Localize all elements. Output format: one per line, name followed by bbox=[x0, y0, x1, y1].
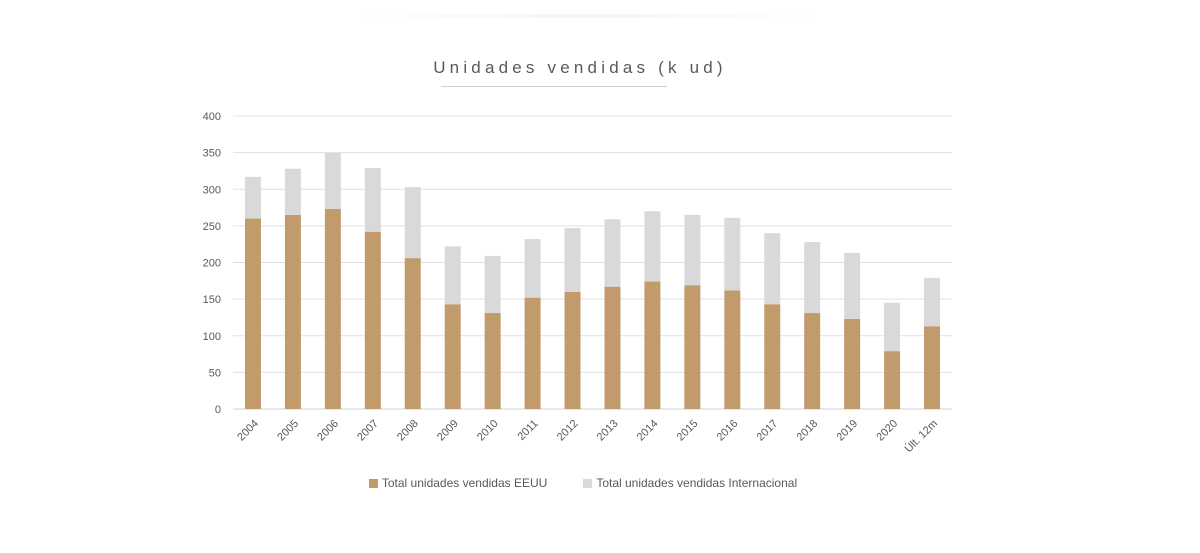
x-tick-label: 2019 bbox=[834, 418, 860, 444]
bar-internacional-2004 bbox=[244, 176, 261, 219]
legend-item-internacional[interactable]: Total unidades vendidas Internacional bbox=[583, 476, 797, 490]
y-tick-label: 250 bbox=[203, 221, 221, 233]
bar-eeuu-2011 bbox=[524, 297, 541, 409]
bar-eeuu-2016 bbox=[724, 290, 741, 409]
x-tick-label: 2018 bbox=[795, 418, 821, 444]
legend-label-internacional: Total unidades vendidas Internacional bbox=[596, 476, 798, 490]
bar-internacional-2012 bbox=[564, 228, 581, 292]
legend: Total unidades vendidas EEUU Total unida… bbox=[0, 476, 1166, 490]
bar-internacional-2019 bbox=[844, 252, 861, 319]
bars bbox=[244, 152, 941, 409]
bar-internacional-2006 bbox=[324, 152, 341, 210]
legend-item-eeuu[interactable]: Total unidades vendidas EEUU bbox=[368, 476, 548, 490]
bar-eeuu-2020 bbox=[884, 351, 901, 409]
legend-swatch-internacional bbox=[583, 478, 593, 488]
x-tick-label: 2007 bbox=[355, 418, 381, 444]
x-tick-label: 2008 bbox=[395, 418, 421, 444]
y-tick-label: 50 bbox=[209, 367, 221, 379]
chart-title: Unidades vendidas (k ud) bbox=[433, 58, 727, 77]
x-tick-label: 2006 bbox=[315, 418, 341, 444]
x-tick-label: 2005 bbox=[275, 418, 301, 444]
x-tick-label: 2012 bbox=[555, 418, 581, 444]
x-tick-label: 2015 bbox=[675, 418, 701, 444]
bar-eeuu-2004 bbox=[244, 218, 261, 409]
legend-label-eeuu: Total unidades vendidas EEUU bbox=[381, 476, 548, 490]
gridlines bbox=[233, 115, 952, 410]
y-tick-label: 200 bbox=[203, 258, 221, 270]
bar-internacional-2011 bbox=[524, 239, 541, 298]
x-axis-ticks: 2004 2005 2006 2007 2008 2009 2010 2011 2012 2013… bbox=[235, 417, 940, 455]
y-tick-label: 100 bbox=[203, 331, 221, 343]
bar-eeuu-2008 bbox=[404, 258, 421, 409]
bar-eeuu-2009 bbox=[444, 304, 461, 409]
y-axis-ticks: 0 50 100 150 200 250 300 350 400 bbox=[203, 111, 221, 416]
bar-internacional-2020 bbox=[884, 302, 901, 352]
top-decoration bbox=[360, 14, 820, 18]
bar-eeuu-lt12m bbox=[924, 326, 941, 409]
bar-eeuu-2017 bbox=[764, 304, 781, 409]
bar-eeuu-2015 bbox=[684, 285, 701, 409]
bar-eeuu-2005 bbox=[284, 214, 301, 409]
bar-eeuu-2013 bbox=[604, 286, 621, 409]
y-tick-label: 350 bbox=[203, 148, 221, 160]
x-tick-label: 2013 bbox=[595, 418, 621, 444]
x-tick-label: 2017 bbox=[755, 418, 781, 444]
legend-swatch-eeuu bbox=[368, 478, 378, 488]
x-tick-label: 2020 bbox=[874, 418, 900, 444]
bar-internacional-2010 bbox=[484, 255, 501, 314]
bar-internacional-2009 bbox=[444, 246, 461, 305]
bar-internacional-2018 bbox=[804, 241, 821, 314]
x-tick-label: 2010 bbox=[475, 418, 501, 444]
bar-internacional-2005 bbox=[284, 168, 301, 215]
bar-internacional-2008 bbox=[404, 187, 421, 259]
y-tick-label: 0 bbox=[215, 404, 221, 416]
bar-internacional-2017 bbox=[764, 233, 781, 305]
y-tick-label: 300 bbox=[203, 184, 221, 196]
bar-internacional-2007 bbox=[364, 168, 381, 232]
bar-eeuu-2010 bbox=[484, 313, 501, 409]
y-tick-label: 400 bbox=[203, 111, 221, 123]
bar-eeuu-2012 bbox=[564, 291, 581, 409]
bar-internacional-2013 bbox=[604, 219, 621, 287]
bar-eeuu-2014 bbox=[644, 281, 661, 409]
bar-internacional-2015 bbox=[684, 214, 701, 286]
y-tick-label: 150 bbox=[203, 294, 221, 306]
bar-internacional-2016 bbox=[724, 217, 741, 291]
bar-internacional-lt12m bbox=[924, 277, 941, 327]
bar-internacional-2014 bbox=[644, 211, 661, 282]
bar-eeuu-2018 bbox=[804, 313, 821, 409]
x-tick-label: 2009 bbox=[435, 418, 461, 444]
title-underline bbox=[441, 86, 667, 87]
bar-eeuu-2006 bbox=[324, 209, 341, 409]
x-tick-label: 2011 bbox=[515, 418, 540, 443]
bar-eeuu-2019 bbox=[844, 318, 861, 409]
bar-eeuu-2007 bbox=[364, 231, 381, 409]
x-tick-label: 2004 bbox=[235, 418, 261, 444]
x-tick-label: Últ. 12m bbox=[902, 417, 940, 455]
x-tick-label: 2014 bbox=[635, 418, 661, 444]
x-tick-label: 2016 bbox=[715, 418, 741, 444]
